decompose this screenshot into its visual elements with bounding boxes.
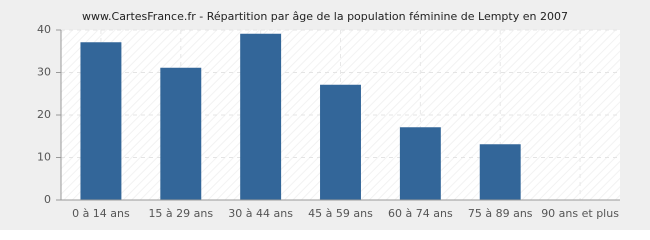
x-tick-label: 75 à 89 ans [468,207,533,220]
chart: www.CartesFrance.fr - Répartition par âg… [0,0,650,230]
page: www.CartesFrance.fr - Répartition par âg… [0,0,650,230]
x-tick-label: 60 à 74 ans [388,207,453,220]
bar [240,33,282,201]
bar [160,67,202,201]
bar [479,144,521,201]
x-tick-label: 90 ans et plus [541,207,619,220]
bar [320,84,361,201]
x-tick-label: 45 à 59 ans [308,207,373,220]
x-tick-label: 0 à 14 ans [72,207,130,220]
bar [80,42,122,201]
y-tick-label: 30 [37,66,51,79]
bar [399,127,441,201]
y-tick-label: 0 [44,193,51,206]
y-tick-label: 10 [37,151,51,164]
chart-title: www.CartesFrance.fr - Répartition par âg… [82,10,568,23]
y-tick-label: 20 [37,108,51,121]
x-tick-label: 15 à 29 ans [148,207,213,220]
x-tick-label: 30 à 44 ans [228,207,293,220]
y-tick-label: 40 [37,23,51,36]
